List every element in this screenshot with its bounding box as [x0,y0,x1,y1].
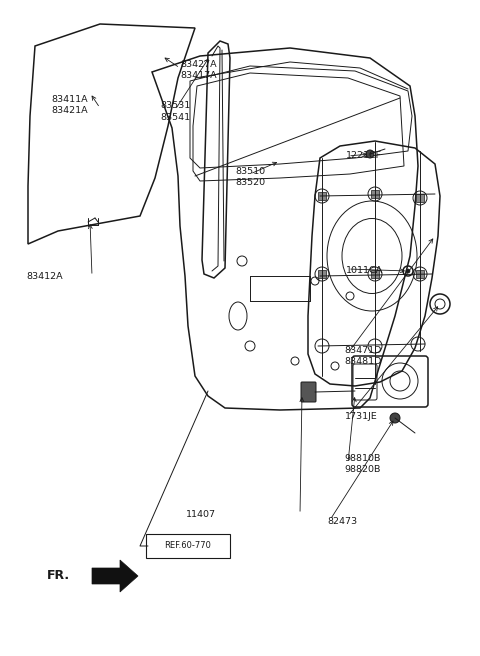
Text: 83510
83520: 83510 83520 [235,167,265,187]
Text: 82473: 82473 [327,517,358,526]
FancyBboxPatch shape [371,190,379,198]
Circle shape [406,269,410,273]
Text: 1011CA: 1011CA [346,266,383,275]
FancyBboxPatch shape [146,534,230,558]
Text: 83471D
83481D: 83471D 83481D [345,346,382,365]
Text: 1731JE: 1731JE [345,412,377,421]
Text: FR.: FR. [47,569,70,583]
PathPatch shape [92,560,138,592]
FancyBboxPatch shape [301,382,316,402]
Text: 83427A
83417A: 83427A 83417A [180,60,216,80]
FancyBboxPatch shape [416,194,424,202]
FancyBboxPatch shape [416,270,424,278]
Text: 1221CF: 1221CF [346,151,382,160]
FancyBboxPatch shape [371,270,379,278]
Text: 83412A: 83412A [26,272,63,281]
FancyBboxPatch shape [318,270,326,278]
Circle shape [390,413,400,423]
Text: 83531
83541: 83531 83541 [161,102,191,121]
Text: 11407: 11407 [186,510,216,520]
FancyBboxPatch shape [318,192,326,200]
Circle shape [366,150,374,158]
Text: REF.60-770: REF.60-770 [165,541,211,550]
Text: 98810B
98820B: 98810B 98820B [345,455,381,474]
Text: 83411A
83421A: 83411A 83421A [52,95,88,115]
